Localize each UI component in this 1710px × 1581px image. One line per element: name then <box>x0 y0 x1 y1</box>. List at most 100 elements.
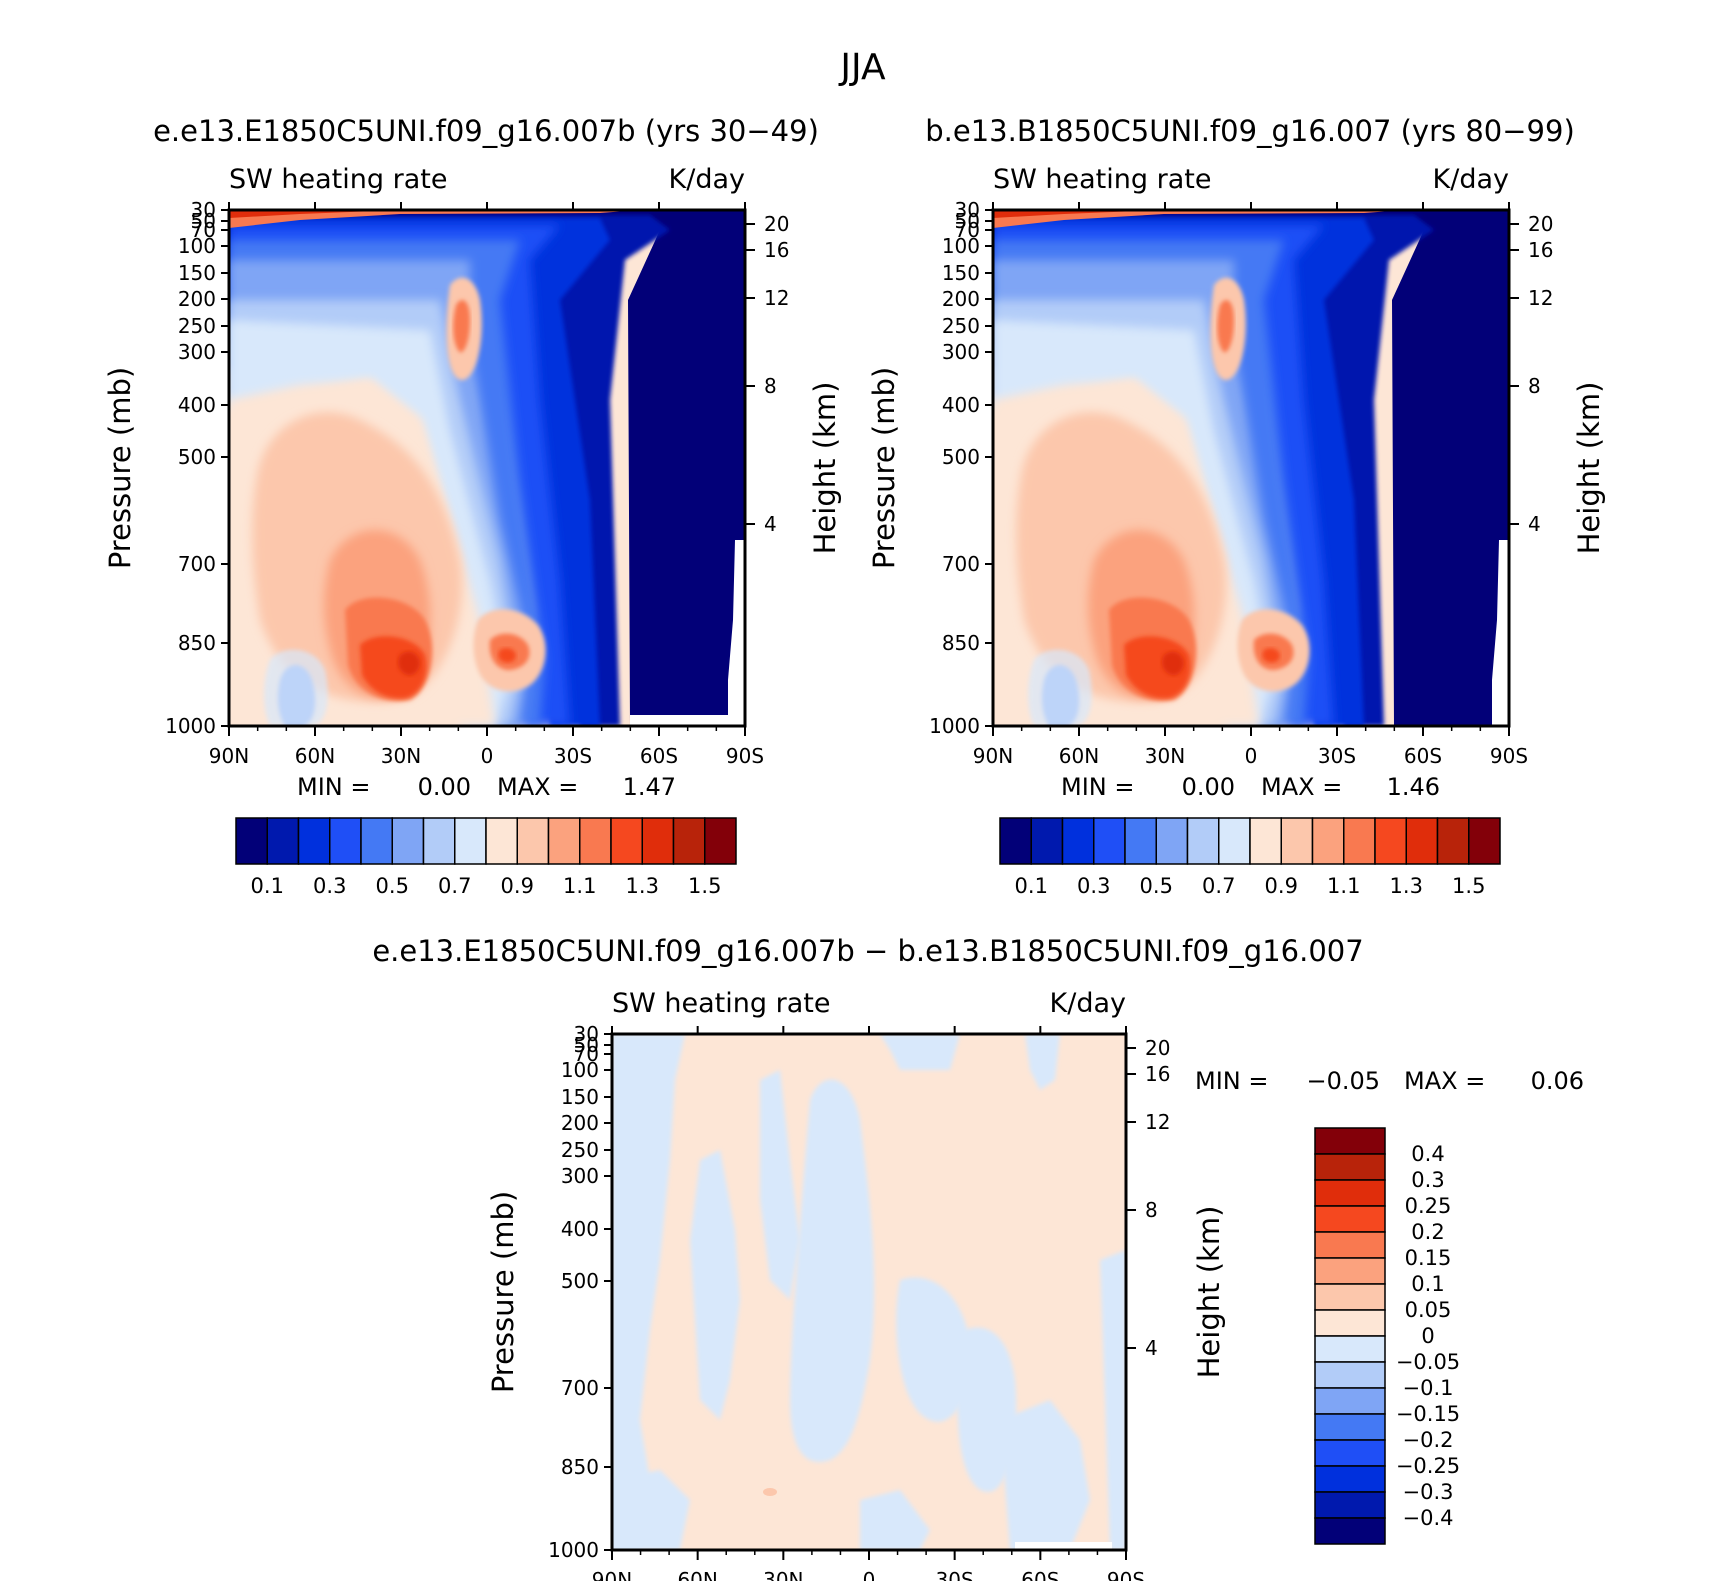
lat-tick-label: 90S <box>1107 1568 1145 1581</box>
panel-1-title: e.e13.E1850C5UNI.f09_g16.007b (yrs 30−49… <box>153 114 819 148</box>
height-tick-label: 12 <box>764 286 789 310</box>
diff-fill-neg-10 <box>860 1490 930 1550</box>
colorbar-label: 0 <box>1421 1324 1434 1348</box>
colorbar-swatch <box>1314 1205 1386 1233</box>
panel-1-fill-stratosphere-top <box>229 210 640 228</box>
panel-2-ylabel: Pressure (mb) <box>867 367 901 569</box>
colorbar-label: 0.7 <box>1202 874 1235 898</box>
colorbar-swatch <box>1314 1127 1386 1155</box>
colorbar-label: −0.05 <box>1396 1350 1460 1374</box>
colorbar-label: 0.5 <box>376 874 409 898</box>
lat-tick-label: 90S <box>1490 744 1528 768</box>
pressure-tick-label: 1000 <box>165 714 216 738</box>
colorbar-label: 1.1 <box>563 874 596 898</box>
pressure-tick-label: 400 <box>178 393 216 417</box>
pressure-tick-label: 850 <box>561 1455 599 1479</box>
colorbar-label: −0.4 <box>1403 1506 1454 1530</box>
pressure-tick-label: 70 <box>955 218 980 242</box>
colorbar-swatch <box>1314 1283 1386 1311</box>
colorbar-swatch <box>360 817 393 865</box>
panel-2-ylabel-right: Height (km) <box>1572 382 1606 555</box>
lat-tick-label: 60N <box>1059 744 1099 768</box>
lat-tick-label: 30N <box>381 744 421 768</box>
lat-tick-label: 90S <box>726 744 764 768</box>
colorbar-swatch <box>1314 1361 1386 1389</box>
lat-tick-label: 0 <box>481 744 494 768</box>
pressure-tick-label: 100 <box>178 234 216 258</box>
colorbar-label: 0.05 <box>1405 1298 1452 1322</box>
pressure-tick-label: 150 <box>942 261 980 285</box>
panel-1-min-label: MIN = <box>297 773 370 801</box>
panel-2-plot-area <box>993 210 1509 726</box>
colorbar-label: 0.1 <box>1015 874 1048 898</box>
colorbar-swatch <box>485 817 518 865</box>
pressure-tick-label: 250 <box>561 1138 599 1162</box>
colorbar-label: 0.1 <box>1411 1272 1444 1296</box>
diff-fill-neg-5 <box>880 1034 960 1070</box>
colorbar-swatch <box>1030 817 1064 865</box>
colorbar-swatch <box>1186 817 1220 865</box>
panel-1-fill-low-blue-2 <box>264 649 328 726</box>
colorbar-swatch <box>454 817 487 865</box>
colorbar-swatch <box>1314 1491 1386 1519</box>
height-tick-label: 20 <box>764 212 789 236</box>
pressure-tick-label: 500 <box>561 1269 599 1293</box>
diff-colorbar: 0.40.30.250.20.150.10.050−0.05−0.1−0.15−… <box>1314 1127 1460 1545</box>
lat-tick-label: 60N <box>295 744 335 768</box>
lat-tick-label: 60S <box>1021 1568 1059 1581</box>
panel-1-max-label: MAX = <box>497 773 578 801</box>
pressure-tick-label: 100 <box>561 1058 599 1082</box>
diff-field-label: SW heating rate <box>612 988 830 1019</box>
colorbar-swatch <box>1249 817 1282 865</box>
panel-2-fill-stratosphere-top <box>993 210 1404 228</box>
panel-1-fill-blue-5 <box>229 300 520 726</box>
diff-fill-neg-4 <box>790 1079 875 1462</box>
panel-2-min-value: 0.00 <box>1182 773 1235 801</box>
colorbar-swatch <box>1405 817 1439 865</box>
colorbar-swatch <box>1314 1179 1386 1207</box>
colorbar-swatch <box>1436 817 1470 865</box>
height-tick-label: 12 <box>1528 286 1553 310</box>
colorbar-swatch <box>1314 1335 1386 1363</box>
panel-2-fill-equator-peak <box>1262 647 1280 663</box>
panel-1-missing-data <box>630 715 745 726</box>
panel-1-ylabel: Pressure (mb) <box>103 367 137 569</box>
colorbar-swatch <box>1314 1231 1386 1259</box>
colorbar-swatch <box>999 817 1032 865</box>
height-tick-label: 12 <box>1145 1110 1170 1134</box>
pressure-tick-label: 250 <box>942 314 980 338</box>
height-tick-label: 8 <box>1145 1198 1158 1222</box>
pressure-tick-label: 400 <box>942 393 980 417</box>
pressure-tick-label: 30 <box>574 1022 599 1046</box>
colorbar-label: 1.3 <box>626 874 659 898</box>
colorbar-label: 0.3 <box>1411 1168 1444 1192</box>
colorbar-swatch <box>1314 1413 1386 1441</box>
colorbar-label: 1.3 <box>1390 874 1423 898</box>
lat-tick-label: 60S <box>640 744 678 768</box>
colorbar-label: 0.25 <box>1405 1194 1452 1218</box>
height-tick-label: 20 <box>1528 212 1553 236</box>
diff-fill-neg-1 <box>612 1034 685 1550</box>
height-tick-label: 8 <box>1528 374 1541 398</box>
panel-1-axes: 3050701001502002503004005007008501000201… <box>165 198 789 768</box>
pressure-tick-label: 400 <box>561 1217 599 1241</box>
panel-1-fill-stratosphere-cap <box>229 210 400 218</box>
colorbar-swatch <box>1093 817 1126 865</box>
colorbar-swatch <box>1124 817 1157 865</box>
colorbar-swatch <box>1311 817 1345 865</box>
panel-2-title: b.e13.B1850C5UNI.f09_g16.007 (yrs 80−99) <box>925 114 1575 148</box>
height-tick-label: 16 <box>1145 1062 1170 1086</box>
pressure-tick-label: 100 <box>942 234 980 258</box>
pressure-tick-label: 500 <box>942 445 980 469</box>
diff-max-value: 0.06 <box>1531 1067 1584 1095</box>
panel-1-colorbar: 0.1 0.3 0.5 0.7 0.9 1.1 1.3 1.5 <box>235 817 737 898</box>
colorbar-label: 0.2 <box>1411 1220 1444 1244</box>
pressure-tick-label: 50 <box>574 1033 599 1057</box>
panel-diff: e.e13.E1850C5UNI.f09_g16.007b − b.e13.B1… <box>372 934 1584 1581</box>
lat-tick-label: 90N <box>209 744 249 768</box>
colorbar-swatch <box>391 817 425 865</box>
diff-fill-neg-2 <box>690 1150 740 1420</box>
colorbar-label: 0.7 <box>438 874 471 898</box>
lat-tick-label: 60N <box>677 1568 717 1581</box>
colorbar-swatch <box>579 817 612 865</box>
